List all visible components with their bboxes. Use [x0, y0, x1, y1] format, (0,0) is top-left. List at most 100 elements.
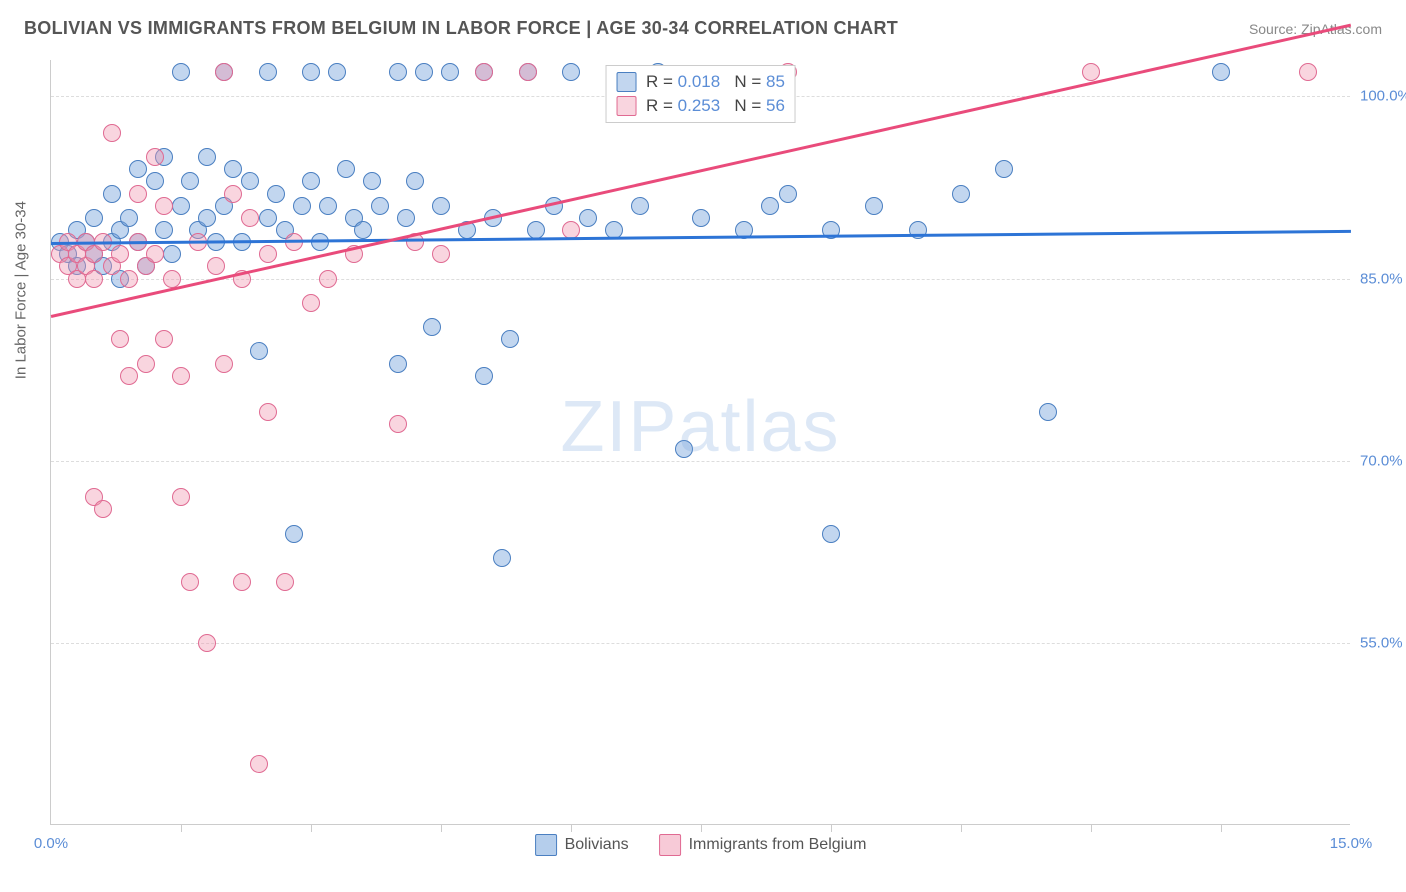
- scatter-point: [562, 63, 580, 81]
- legend-swatch: [535, 834, 557, 856]
- scatter-point: [328, 63, 346, 81]
- scatter-point: [163, 270, 181, 288]
- scatter-point: [103, 185, 121, 203]
- scatter-point: [155, 197, 173, 215]
- stat-text: R = 0.253 N = 56: [646, 96, 785, 116]
- scatter-point: [293, 197, 311, 215]
- x-tick: [571, 824, 572, 832]
- scatter-point: [354, 221, 372, 239]
- gridline-horizontal: [51, 643, 1350, 644]
- scatter-point: [120, 209, 138, 227]
- x-tick: [701, 824, 702, 832]
- scatter-point: [389, 63, 407, 81]
- source-label: Source: ZipAtlas.com: [1249, 21, 1382, 37]
- scatter-point: [371, 197, 389, 215]
- scatter-point: [120, 270, 138, 288]
- y-tick-label: 100.0%: [1360, 88, 1406, 105]
- stat-swatch: [616, 96, 636, 116]
- scatter-point: [137, 355, 155, 373]
- scatter-point: [163, 245, 181, 263]
- scatter-point: [224, 160, 242, 178]
- scatter-point: [181, 172, 199, 190]
- stat-row: R = 0.253 N = 56: [616, 94, 785, 118]
- gridline-horizontal: [51, 461, 1350, 462]
- chart-plot-area: In Labor Force | Age 30-34 ZIPatlas R = …: [50, 60, 1350, 825]
- scatter-point: [337, 160, 355, 178]
- scatter-point: [85, 270, 103, 288]
- scatter-point: [631, 197, 649, 215]
- legend-label: Bolivians: [565, 836, 629, 854]
- scatter-point: [397, 209, 415, 227]
- scatter-point: [85, 209, 103, 227]
- scatter-point: [423, 318, 441, 336]
- scatter-point: [250, 755, 268, 773]
- scatter-point: [94, 500, 112, 518]
- x-tick: [1221, 824, 1222, 832]
- scatter-point: [120, 367, 138, 385]
- scatter-point: [389, 415, 407, 433]
- chart-title: BOLIVIAN VS IMMIGRANTS FROM BELGIUM IN L…: [24, 18, 898, 39]
- scatter-point: [111, 330, 129, 348]
- scatter-point: [319, 270, 337, 288]
- x-tick: [441, 824, 442, 832]
- scatter-point: [207, 257, 225, 275]
- scatter-point: [155, 330, 173, 348]
- scatter-point: [215, 355, 233, 373]
- y-tick-label: 70.0%: [1360, 452, 1406, 469]
- scatter-point: [475, 367, 493, 385]
- scatter-point: [519, 63, 537, 81]
- scatter-point: [406, 172, 424, 190]
- correlation-stats-box: R = 0.018 N = 85 R = 0.253 N = 56: [605, 65, 796, 123]
- stat-swatch: [616, 72, 636, 92]
- scatter-point: [241, 209, 259, 227]
- x-tick: [311, 824, 312, 832]
- scatter-point: [319, 197, 337, 215]
- scatter-point: [441, 63, 459, 81]
- legend-item: Bolivians: [535, 834, 629, 856]
- scatter-point: [129, 185, 147, 203]
- y-tick-label: 85.0%: [1360, 270, 1406, 287]
- scatter-point: [172, 197, 190, 215]
- scatter-point: [250, 342, 268, 360]
- stat-text: R = 0.018 N = 85: [646, 72, 785, 92]
- scatter-point: [155, 221, 173, 239]
- scatter-point: [198, 209, 216, 227]
- scatter-point: [198, 148, 216, 166]
- scatter-point: [111, 245, 129, 263]
- scatter-point: [267, 185, 285, 203]
- x-tick: [1091, 824, 1092, 832]
- scatter-point: [761, 197, 779, 215]
- scatter-point: [692, 209, 710, 227]
- scatter-point: [1082, 63, 1100, 81]
- scatter-point: [311, 233, 329, 251]
- scatter-point: [579, 209, 597, 227]
- scatter-point: [952, 185, 970, 203]
- scatter-point: [241, 172, 259, 190]
- scatter-point: [1299, 63, 1317, 81]
- x-tick: [181, 824, 182, 832]
- legend-item: Immigrants from Belgium: [659, 834, 867, 856]
- scatter-point: [103, 124, 121, 142]
- watermark: ZIPatlas: [560, 386, 840, 468]
- scatter-point: [146, 148, 164, 166]
- scatter-point: [129, 160, 147, 178]
- scatter-point: [198, 634, 216, 652]
- legend-label: Immigrants from Belgium: [689, 836, 867, 854]
- scatter-point: [302, 63, 320, 81]
- scatter-point: [475, 63, 493, 81]
- y-tick-label: 55.0%: [1360, 634, 1406, 651]
- scatter-point: [259, 209, 277, 227]
- scatter-point: [224, 185, 242, 203]
- scatter-point: [363, 172, 381, 190]
- scatter-point: [865, 197, 883, 215]
- scatter-point: [285, 525, 303, 543]
- scatter-point: [302, 294, 320, 312]
- scatter-point: [259, 245, 277, 263]
- scatter-point: [172, 63, 190, 81]
- scatter-point: [432, 197, 450, 215]
- scatter-point: [389, 355, 407, 373]
- x-tick: [831, 824, 832, 832]
- scatter-point: [501, 330, 519, 348]
- scatter-point: [493, 549, 511, 567]
- scatter-point: [259, 63, 277, 81]
